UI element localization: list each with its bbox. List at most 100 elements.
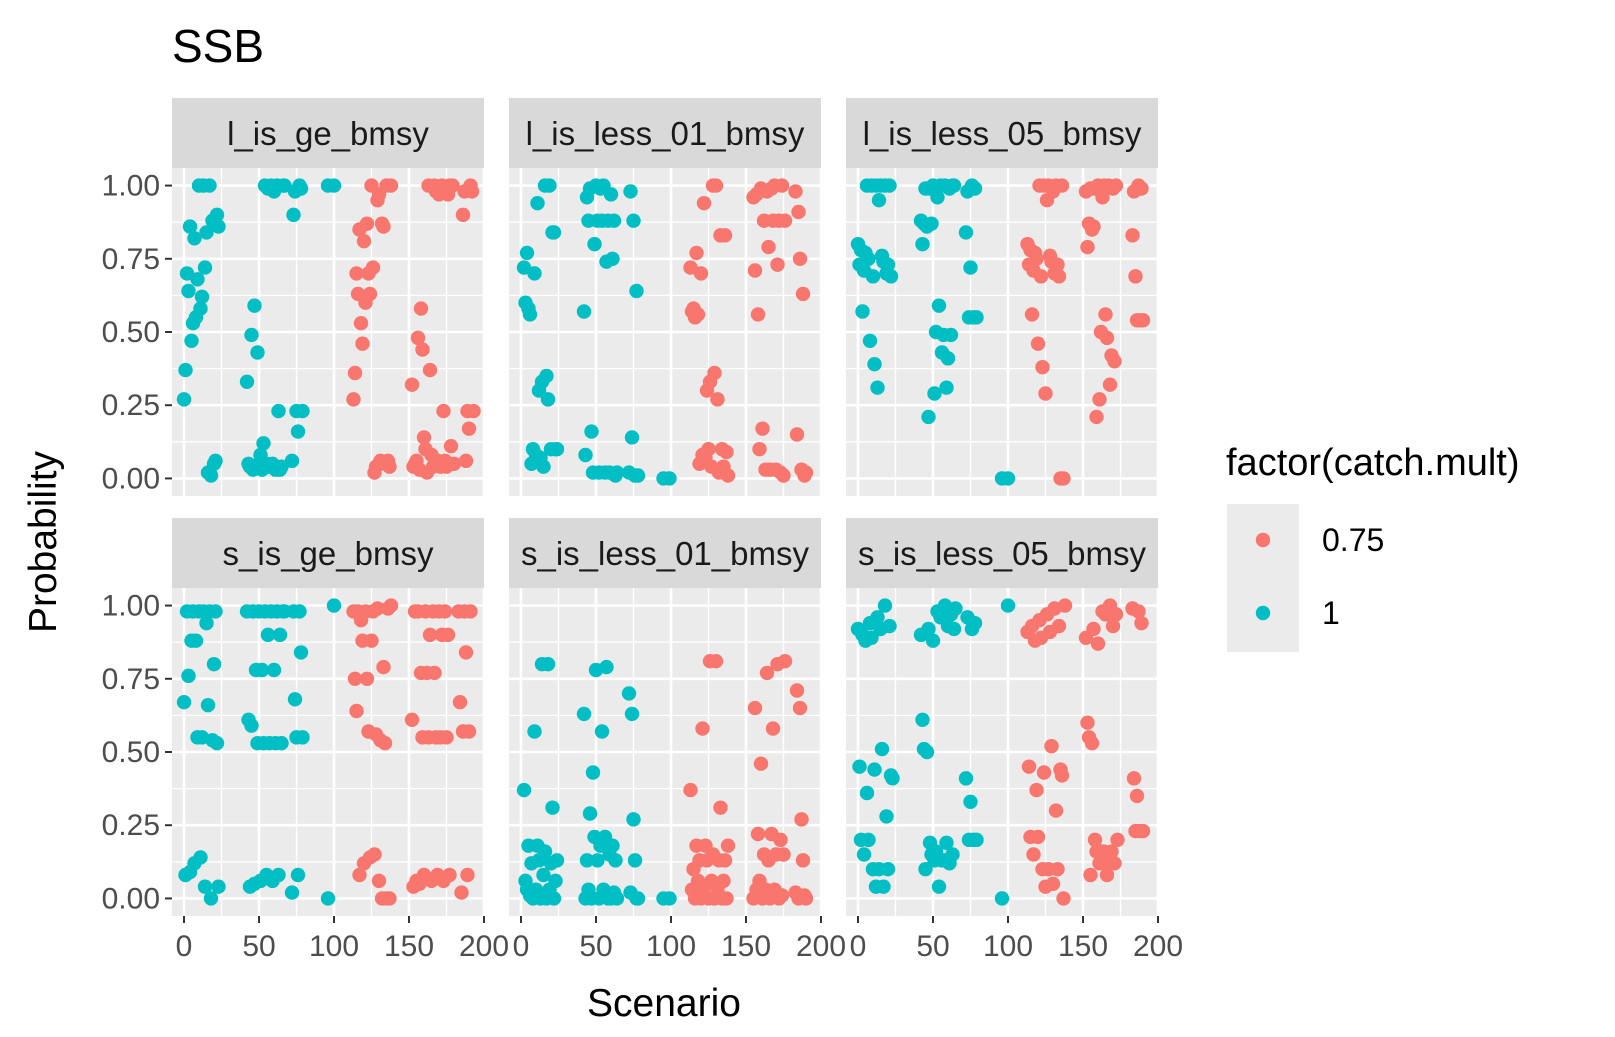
y-tick-label: 0.50 xyxy=(102,736,160,769)
data-point xyxy=(178,362,193,378)
data-point xyxy=(594,724,610,739)
data-point xyxy=(1029,782,1044,798)
data-point xyxy=(1134,615,1149,631)
data-point xyxy=(1050,257,1065,272)
data-point xyxy=(1038,386,1053,401)
data-point xyxy=(880,257,896,272)
data-point xyxy=(788,184,803,199)
data-point xyxy=(530,195,545,211)
data-point xyxy=(882,178,897,193)
data-point xyxy=(1054,178,1070,193)
facet-strip xyxy=(172,98,484,168)
data-point xyxy=(256,436,271,451)
data-point xyxy=(247,298,262,313)
data-point xyxy=(1092,392,1107,407)
data-point xyxy=(349,266,364,281)
data-point xyxy=(439,730,454,745)
data-point xyxy=(630,891,646,906)
data-point xyxy=(458,453,474,469)
data-point xyxy=(870,610,885,625)
data-point xyxy=(776,847,791,862)
legend: factor(catch.mult) 0.75 1 xyxy=(1226,442,1520,652)
data-point xyxy=(376,219,391,234)
x-tick-label: 150 xyxy=(721,930,771,963)
data-point xyxy=(930,190,945,205)
y-tick-label: 0.50 xyxy=(102,316,160,349)
legend-key xyxy=(1255,532,1271,548)
data-point xyxy=(590,853,605,868)
x-tick-label: 200 xyxy=(796,930,846,963)
data-point xyxy=(1099,867,1115,883)
data-point xyxy=(630,468,646,483)
data-point xyxy=(870,380,885,395)
data-point xyxy=(750,307,766,322)
data-point xyxy=(795,853,811,868)
data-point xyxy=(295,730,310,745)
data-point xyxy=(855,304,870,319)
data-point xyxy=(925,633,941,648)
data-point xyxy=(1131,604,1146,619)
data-point xyxy=(717,853,733,868)
data-point xyxy=(717,228,733,243)
data-point xyxy=(466,403,481,419)
data-point xyxy=(274,736,289,751)
data-point xyxy=(455,207,471,223)
data-point xyxy=(377,736,393,751)
data-point xyxy=(367,847,382,862)
data-point xyxy=(364,633,379,648)
data-point xyxy=(440,627,456,643)
data-point xyxy=(856,847,872,862)
data-point xyxy=(752,441,767,457)
data-point xyxy=(1108,178,1124,193)
data-point xyxy=(527,724,542,739)
points-layer xyxy=(176,178,481,483)
data-point xyxy=(584,424,599,439)
data-point xyxy=(1045,876,1061,891)
y-tick-label: 1.00 xyxy=(102,170,160,203)
legend-key-background xyxy=(1227,504,1299,652)
data-point xyxy=(683,260,698,275)
data-point xyxy=(789,683,805,698)
data-point xyxy=(609,465,625,480)
data-point xyxy=(587,236,602,252)
data-point xyxy=(179,266,195,281)
data-point xyxy=(789,427,805,442)
data-point xyxy=(701,441,716,457)
data-point xyxy=(415,342,430,357)
data-point xyxy=(859,785,875,801)
data-point xyxy=(458,645,474,660)
data-point xyxy=(626,812,641,827)
data-point xyxy=(1030,336,1046,351)
data-point xyxy=(626,213,641,228)
data-point xyxy=(755,421,770,436)
data-point xyxy=(522,307,538,322)
data-point xyxy=(359,216,375,231)
data-point xyxy=(445,178,460,193)
data-point xyxy=(877,598,893,613)
data-point xyxy=(969,832,984,848)
data-point xyxy=(1021,759,1037,774)
data-point xyxy=(266,662,282,678)
data-point xyxy=(1044,738,1059,754)
data-point xyxy=(422,362,438,378)
data-point xyxy=(187,231,202,246)
data-point xyxy=(188,633,204,648)
data-point xyxy=(446,456,462,471)
data-point xyxy=(624,706,640,722)
y-tick-label: 0.00 xyxy=(102,462,160,495)
data-point xyxy=(798,465,814,480)
data-point xyxy=(176,392,192,407)
data-point xyxy=(1024,307,1040,322)
data-point xyxy=(347,365,363,381)
data-point xyxy=(798,891,814,906)
x-tick-label: 50 xyxy=(242,930,275,963)
data-point xyxy=(1056,891,1071,906)
data-point xyxy=(708,178,724,193)
data-point xyxy=(370,601,385,616)
data-point xyxy=(1029,251,1044,266)
data-point xyxy=(464,184,480,199)
data-point xyxy=(720,468,736,483)
data-point xyxy=(867,357,882,372)
data-point xyxy=(605,251,620,266)
data-point xyxy=(939,380,954,395)
